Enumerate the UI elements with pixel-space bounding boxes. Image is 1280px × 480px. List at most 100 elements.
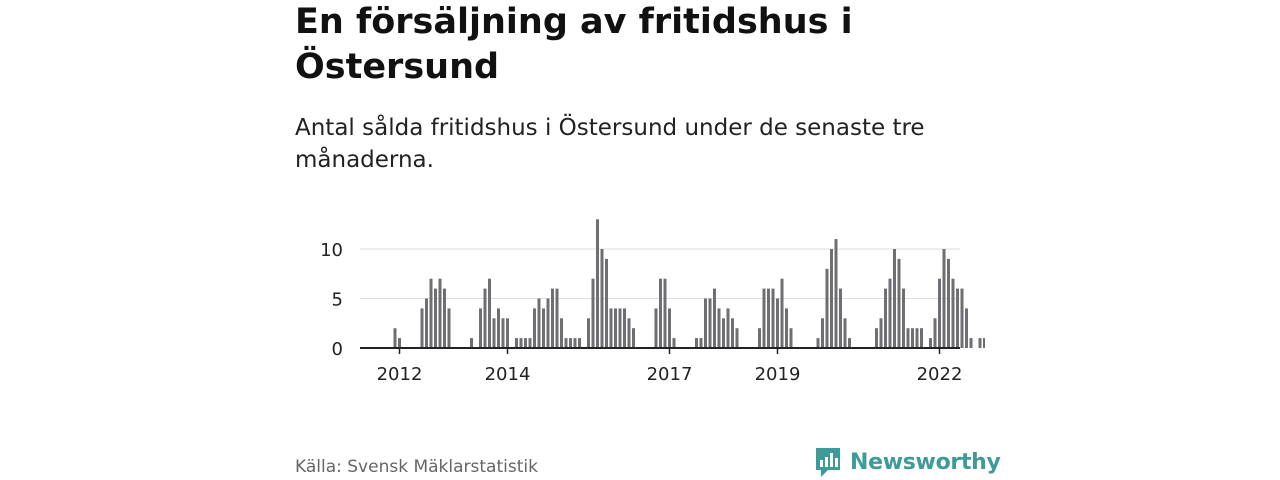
bar bbox=[983, 338, 985, 348]
bar bbox=[596, 219, 599, 348]
bar bbox=[506, 318, 509, 348]
bar bbox=[533, 308, 536, 348]
bar bbox=[951, 278, 955, 348]
y-tick-label: 5 bbox=[332, 290, 343, 311]
bar bbox=[969, 338, 973, 348]
bar bbox=[672, 338, 676, 348]
bar bbox=[623, 308, 626, 348]
bar bbox=[902, 288, 905, 348]
bar bbox=[780, 278, 784, 348]
bar bbox=[483, 288, 487, 348]
bar bbox=[668, 308, 671, 348]
bar bbox=[564, 338, 568, 348]
bar bbox=[758, 328, 761, 348]
bar bbox=[735, 328, 739, 348]
bar bbox=[492, 318, 496, 348]
bar bbox=[699, 338, 703, 348]
bar bbox=[555, 288, 559, 348]
bar bbox=[884, 288, 887, 348]
y-tick-label: 0 bbox=[332, 339, 343, 360]
bar bbox=[443, 288, 446, 348]
bar bbox=[762, 288, 766, 348]
bar bbox=[578, 338, 581, 348]
bar bbox=[771, 288, 775, 348]
bar bbox=[551, 288, 554, 348]
bar-chart: 05102012201420172019202220241 bbox=[320, 219, 985, 385]
y-tick-label: 10 bbox=[320, 240, 343, 261]
bar bbox=[434, 288, 437, 348]
bar bbox=[825, 268, 829, 348]
bar bbox=[425, 298, 428, 348]
bar bbox=[947, 258, 950, 348]
bar bbox=[479, 308, 482, 348]
bar bbox=[488, 278, 491, 348]
bar bbox=[929, 338, 932, 348]
bar bbox=[546, 298, 550, 348]
bar bbox=[542, 308, 545, 348]
bar bbox=[848, 338, 851, 348]
bar bbox=[888, 278, 892, 348]
bar bbox=[942, 249, 946, 348]
bar bbox=[713, 288, 716, 348]
bar bbox=[893, 249, 896, 348]
bar bbox=[839, 288, 842, 348]
bar bbox=[938, 278, 941, 348]
bar bbox=[879, 318, 883, 348]
bar bbox=[704, 298, 707, 348]
x-tick-label: 2012 bbox=[377, 364, 423, 385]
bar bbox=[618, 308, 622, 348]
bar bbox=[915, 328, 919, 348]
bar bbox=[834, 239, 838, 348]
bar bbox=[978, 338, 982, 348]
bar bbox=[731, 318, 734, 348]
bar bbox=[438, 278, 442, 348]
bar bbox=[911, 328, 914, 348]
bar bbox=[821, 318, 824, 348]
bar bbox=[429, 278, 433, 348]
bar bbox=[875, 328, 878, 348]
bar bbox=[708, 298, 712, 348]
bar bbox=[528, 338, 532, 348]
bar bbox=[722, 318, 725, 348]
x-tick-label: 2022 bbox=[917, 364, 963, 385]
bar bbox=[519, 338, 523, 348]
brand-name: Newsworthy bbox=[850, 449, 1001, 475]
bar bbox=[609, 308, 613, 348]
bar bbox=[627, 318, 631, 348]
bar bbox=[785, 308, 788, 348]
bar bbox=[420, 308, 424, 348]
bar bbox=[897, 258, 901, 348]
chart-subtitle: Antal sålda fritidshus i Östersund under… bbox=[295, 115, 925, 173]
bar bbox=[956, 288, 959, 348]
bar bbox=[663, 278, 667, 348]
bar bbox=[569, 338, 572, 348]
bar bbox=[767, 288, 770, 348]
bar bbox=[605, 258, 608, 348]
bar bbox=[920, 328, 923, 348]
bar bbox=[393, 328, 397, 348]
bar bbox=[695, 338, 698, 348]
bar bbox=[587, 318, 590, 348]
bar bbox=[560, 318, 563, 348]
x-tick-label: 2019 bbox=[755, 364, 801, 385]
bar bbox=[632, 328, 635, 348]
bar bbox=[501, 318, 505, 348]
bar bbox=[933, 318, 937, 348]
bar bbox=[654, 308, 658, 348]
bar bbox=[960, 288, 964, 348]
bar bbox=[816, 338, 820, 348]
bar bbox=[573, 338, 577, 348]
x-tick-label: 2014 bbox=[485, 364, 531, 385]
bar bbox=[447, 308, 451, 348]
bar bbox=[524, 338, 527, 348]
bar bbox=[398, 338, 401, 348]
bar bbox=[789, 328, 793, 348]
page-title: En försäljning av fritidshus i Östersund bbox=[295, 2, 853, 87]
bar bbox=[965, 308, 968, 348]
bar bbox=[537, 298, 541, 348]
bar bbox=[830, 249, 833, 348]
bar bbox=[614, 308, 617, 348]
bar bbox=[515, 338, 518, 348]
bar bbox=[776, 298, 779, 348]
bar bbox=[591, 278, 595, 348]
